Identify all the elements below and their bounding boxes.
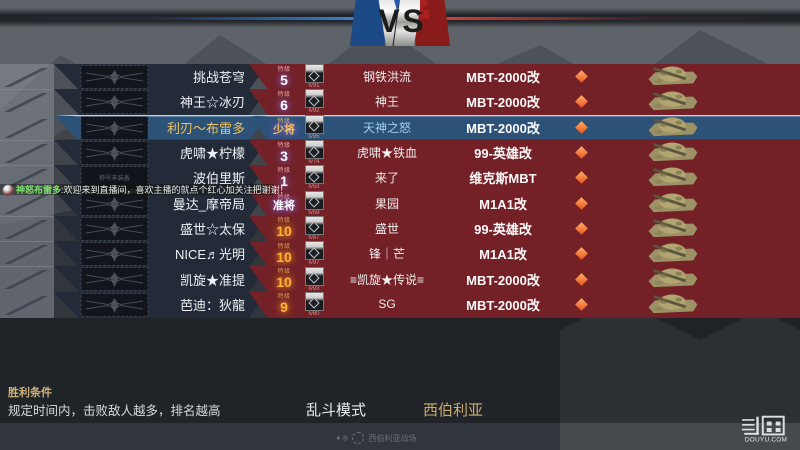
svg-text:DOUYU.COM: DOUYU.COM bbox=[745, 437, 787, 444]
